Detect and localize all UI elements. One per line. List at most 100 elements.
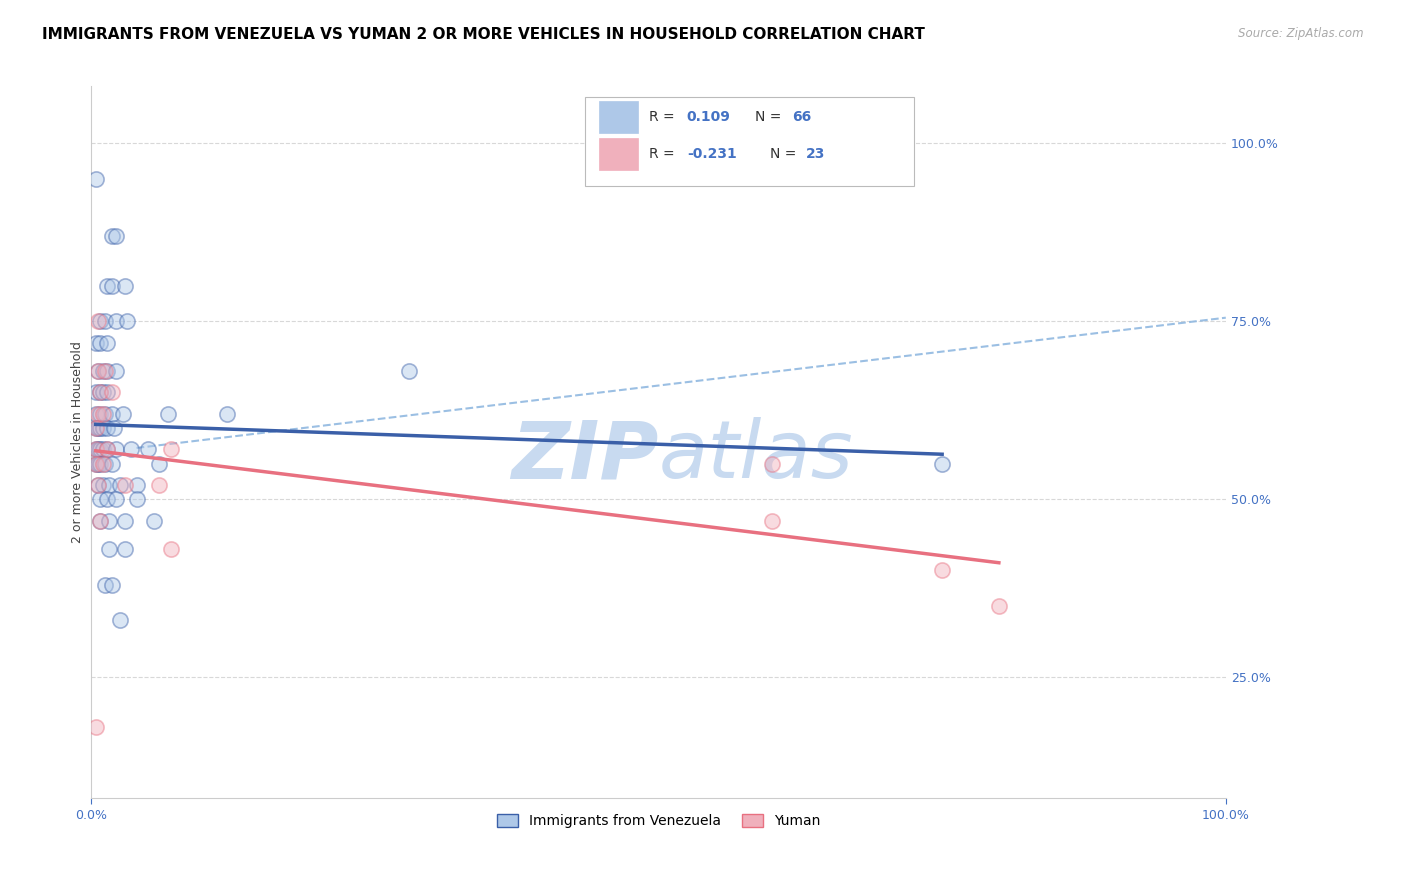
Point xyxy=(105,442,128,457)
Point xyxy=(96,442,118,457)
Point xyxy=(157,407,180,421)
Point xyxy=(84,407,107,421)
Point xyxy=(100,278,122,293)
Point xyxy=(84,457,107,471)
Point xyxy=(94,364,117,378)
Point xyxy=(98,541,121,556)
Point xyxy=(108,478,131,492)
Point xyxy=(87,442,110,457)
Point xyxy=(120,442,142,457)
Point xyxy=(761,457,783,471)
Point xyxy=(91,457,114,471)
Point xyxy=(84,421,107,435)
Point xyxy=(114,541,136,556)
Text: R =: R = xyxy=(650,147,679,161)
Point xyxy=(105,492,128,507)
Point xyxy=(111,407,134,421)
Point xyxy=(100,385,122,400)
Text: N =: N = xyxy=(769,147,800,161)
Point xyxy=(100,228,122,243)
Point xyxy=(125,492,148,507)
Point xyxy=(114,514,136,528)
Point xyxy=(87,314,110,328)
Point xyxy=(142,514,165,528)
Text: -0.231: -0.231 xyxy=(688,147,737,161)
Point xyxy=(100,577,122,591)
Point xyxy=(217,407,239,421)
Point xyxy=(84,442,107,457)
Point xyxy=(96,335,118,350)
Point xyxy=(91,421,114,435)
Point xyxy=(89,457,111,471)
Point xyxy=(100,457,122,471)
Point xyxy=(91,364,114,378)
Point xyxy=(87,407,110,421)
Point xyxy=(148,478,170,492)
Point xyxy=(159,541,181,556)
Point xyxy=(87,421,110,435)
Point xyxy=(84,172,107,186)
Point xyxy=(91,478,114,492)
Point xyxy=(87,364,110,378)
Point xyxy=(91,385,114,400)
Point xyxy=(94,314,117,328)
Text: 0.109: 0.109 xyxy=(688,110,731,124)
Point xyxy=(91,442,114,457)
Text: R =: R = xyxy=(650,110,679,124)
Text: atlas: atlas xyxy=(658,417,853,495)
Text: ZIP: ZIP xyxy=(512,417,658,495)
Point xyxy=(398,364,420,378)
Y-axis label: 2 or more Vehicles in Household: 2 or more Vehicles in Household xyxy=(72,342,84,543)
Point xyxy=(84,457,107,471)
Point xyxy=(931,563,953,577)
Text: 23: 23 xyxy=(806,147,825,161)
Point xyxy=(91,407,114,421)
Point xyxy=(136,442,159,457)
Point xyxy=(94,457,117,471)
Point xyxy=(98,514,121,528)
Point xyxy=(87,457,110,471)
Point xyxy=(96,364,118,378)
Point xyxy=(87,478,110,492)
Point xyxy=(103,421,125,435)
Point xyxy=(105,364,128,378)
Point xyxy=(89,421,111,435)
FancyBboxPatch shape xyxy=(585,97,914,186)
Point xyxy=(114,278,136,293)
Point xyxy=(89,385,111,400)
Point xyxy=(108,613,131,627)
Text: Source: ZipAtlas.com: Source: ZipAtlas.com xyxy=(1239,27,1364,40)
Point xyxy=(761,514,783,528)
Point xyxy=(89,442,111,457)
Point xyxy=(89,385,111,400)
Point xyxy=(148,457,170,471)
FancyBboxPatch shape xyxy=(599,102,638,133)
Point xyxy=(125,478,148,492)
Point xyxy=(105,314,128,328)
Point xyxy=(84,442,107,457)
Point xyxy=(114,478,136,492)
Point xyxy=(89,335,111,350)
Point xyxy=(117,314,139,328)
Point xyxy=(98,478,121,492)
Point xyxy=(159,442,181,457)
Point xyxy=(94,407,117,421)
Text: IMMIGRANTS FROM VENEZUELA VS YUMAN 2 OR MORE VEHICLES IN HOUSEHOLD CORRELATION C: IMMIGRANTS FROM VENEZUELA VS YUMAN 2 OR … xyxy=(42,27,925,42)
Point xyxy=(87,478,110,492)
Point xyxy=(87,364,110,378)
Point xyxy=(96,278,118,293)
Point xyxy=(94,577,117,591)
Point xyxy=(96,442,118,457)
Point xyxy=(96,385,118,400)
Point xyxy=(84,421,107,435)
Text: N =: N = xyxy=(755,110,786,124)
FancyBboxPatch shape xyxy=(599,138,638,169)
Point xyxy=(84,335,107,350)
Point xyxy=(89,514,111,528)
Point xyxy=(89,407,111,421)
Point xyxy=(89,514,111,528)
Point xyxy=(96,421,118,435)
Point xyxy=(89,314,111,328)
Point xyxy=(105,228,128,243)
Point xyxy=(931,457,953,471)
